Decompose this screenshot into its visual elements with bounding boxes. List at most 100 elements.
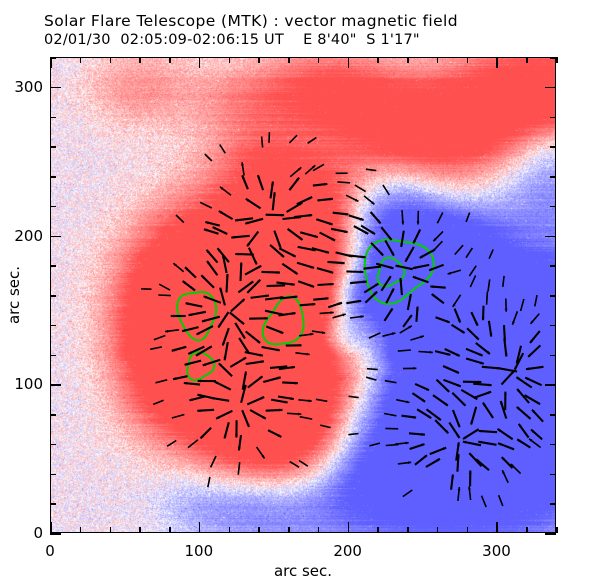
- field-vector: [244, 264, 262, 276]
- field-vector: [451, 392, 467, 407]
- field-vector: [450, 474, 454, 490]
- field-vector-arrowhead: [294, 271, 298, 275]
- field-vector-arrowhead: [457, 487, 461, 491]
- field-vector-arrowhead: [446, 388, 450, 392]
- field-vector: [245, 217, 264, 225]
- field-vector: [246, 396, 265, 406]
- field-vector: [502, 275, 505, 287]
- field-vector-arrowhead: [308, 399, 312, 403]
- field-vector: [313, 297, 329, 301]
- field-vector-arrowhead: [529, 438, 533, 442]
- field-vector-arrowhead: [516, 360, 519, 364]
- field-vector: [202, 358, 221, 367]
- field-vector-arrowhead: [222, 342, 226, 346]
- field-vector: [241, 174, 249, 190]
- field-vector: [261, 345, 280, 352]
- field-vector: [213, 380, 232, 391]
- field-vector-arrowhead: [405, 441, 409, 445]
- field-vector: [447, 269, 462, 275]
- field-vector: [529, 330, 541, 344]
- field-vector: [238, 337, 250, 355]
- field-vector: [183, 381, 201, 386]
- field-vector-arrowhead: [446, 320, 450, 323]
- field-vector-arrowhead: [276, 348, 280, 352]
- field-vector-arrowhead: [292, 254, 296, 257]
- field-vector-arrowhead: [377, 265, 381, 269]
- field-vector-arrowhead: [456, 442, 460, 446]
- field-vector: [410, 335, 425, 341]
- field-vector: [255, 446, 266, 459]
- field-vector: [499, 400, 508, 419]
- field-vector: [185, 302, 203, 308]
- field-vector: [485, 291, 489, 305]
- field-vector: [184, 266, 197, 279]
- field-vector-arrowhead: [237, 447, 241, 451]
- field-vector-arrowhead: [480, 361, 484, 365]
- field-vector-arrowhead: [478, 380, 482, 384]
- field-vector-arrowhead: [185, 267, 189, 271]
- field-vector-arrowhead: [470, 421, 474, 425]
- field-vector-arrowhead: [517, 388, 521, 393]
- field-vector: [431, 293, 445, 305]
- field-vector: [285, 343, 302, 347]
- field-vector: [240, 384, 247, 404]
- field-vector: [219, 144, 226, 154]
- field-vector: [497, 442, 515, 451]
- field-vector: [500, 370, 515, 386]
- field-vector-arrowhead: [457, 423, 460, 428]
- field-vector-arrowhead: [516, 377, 520, 381]
- field-vector: [412, 263, 430, 270]
- field-vector: [450, 323, 466, 334]
- field-vector-arrowhead: [291, 366, 295, 369]
- field-vector: [382, 184, 390, 196]
- field-vector: [525, 365, 544, 371]
- field-vector: [237, 462, 241, 475]
- field-vector: [286, 412, 302, 416]
- field-vector: [402, 314, 413, 328]
- field-vector-arrowhead: [277, 376, 281, 380]
- field-vector-arrowhead: [531, 429, 535, 433]
- field-vector: [465, 212, 471, 223]
- field-vector-arrowhead: [388, 236, 392, 240]
- field-vector: [451, 409, 461, 428]
- x-tick-label: 200: [333, 542, 362, 560]
- figure-title-block: Solar Flare Telescope (MTK) : vector mag…: [44, 13, 458, 47]
- field-vector-arrowhead: [197, 379, 201, 383]
- field-vector: [247, 247, 258, 265]
- field-vector: [319, 231, 336, 242]
- field-vector: [244, 351, 264, 357]
- field-vector-arrowhead: [250, 281, 254, 285]
- field-vector: [319, 311, 334, 315]
- field-vector: [411, 392, 426, 403]
- field-vector: [277, 395, 294, 401]
- field-vector-arrowhead: [518, 423, 522, 428]
- field-vector-arrowhead: [231, 235, 235, 239]
- field-vector-arrowhead: [528, 353, 532, 357]
- field-vector: [530, 428, 543, 441]
- field-vector-arrowhead: [421, 443, 425, 447]
- tick-mark: [556, 527, 558, 533]
- field-vector: [188, 310, 207, 317]
- field-vector: [397, 349, 411, 352]
- field-vector-arrowhead: [329, 197, 333, 201]
- field-vector-arrowhead: [497, 366, 501, 370]
- field-vector: [465, 357, 485, 365]
- field-vector: [350, 280, 367, 285]
- field-vector: [360, 224, 376, 235]
- field-vector: [245, 197, 262, 210]
- field-vector: [235, 420, 238, 438]
- field-vector-arrowhead: [223, 435, 227, 439]
- field-vector: [269, 244, 285, 258]
- field-vector-arrowhead: [429, 350, 433, 354]
- field-vector-arrowhead: [371, 201, 375, 205]
- field-vector-arrowhead: [355, 198, 359, 202]
- field-vector-arrowhead: [501, 457, 505, 461]
- field-vector-arrowhead: [451, 474, 454, 478]
- field-vector-arrowhead: [479, 353, 483, 356]
- field-vector: [181, 326, 199, 333]
- field-vector: [534, 294, 538, 307]
- field-vector-arrowhead: [314, 234, 318, 238]
- field-vector: [383, 412, 397, 417]
- field-vector-arrowhead: [246, 423, 250, 427]
- field-vector: [443, 378, 462, 388]
